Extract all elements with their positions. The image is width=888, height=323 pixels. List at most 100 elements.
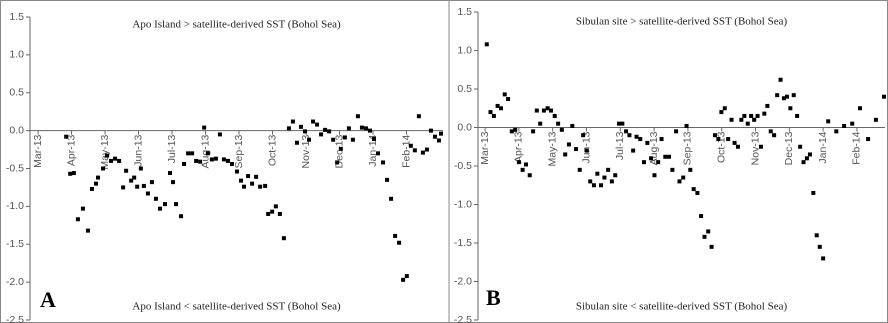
point <box>570 123 575 128</box>
y-tick-label: 1.5 <box>9 11 24 23</box>
y-tick-label: -1.5 <box>6 238 24 250</box>
point <box>588 179 593 184</box>
point <box>484 42 489 47</box>
point <box>250 181 255 186</box>
point <box>663 154 668 159</box>
point <box>109 158 114 163</box>
point <box>699 214 704 219</box>
point <box>80 206 85 211</box>
point <box>624 129 629 134</box>
point <box>202 125 207 130</box>
point <box>263 183 268 188</box>
point <box>266 211 271 216</box>
point <box>315 122 320 127</box>
point <box>71 171 76 176</box>
x-tick-label: Oct-13 <box>266 134 278 166</box>
point <box>534 108 539 113</box>
point <box>93 181 98 186</box>
panel-label: A <box>40 287 56 312</box>
point <box>681 175 686 180</box>
point <box>775 93 780 98</box>
point <box>638 137 643 142</box>
point <box>401 277 406 282</box>
point <box>281 236 286 241</box>
point <box>302 129 307 134</box>
point <box>613 173 618 178</box>
point <box>113 156 118 161</box>
point <box>577 167 582 172</box>
point <box>385 177 390 182</box>
point <box>363 126 368 131</box>
point <box>712 133 717 138</box>
x-tick-label: Aug-13 <box>199 134 211 168</box>
point <box>502 92 507 97</box>
point <box>393 233 398 238</box>
point <box>842 123 847 128</box>
point <box>294 140 299 145</box>
point <box>801 160 806 165</box>
point <box>881 94 886 99</box>
point <box>498 106 503 111</box>
point <box>758 144 763 149</box>
point <box>631 148 636 153</box>
point <box>804 156 809 161</box>
point <box>277 211 282 216</box>
y-tick-label: -2.0 <box>6 276 24 288</box>
point <box>101 166 106 171</box>
point <box>149 180 154 185</box>
point <box>595 171 600 176</box>
point <box>319 132 324 137</box>
x-tick-label: Feb-14 <box>851 131 863 164</box>
point <box>563 152 568 157</box>
annotation-bottom: Sibulan site < satellite-derived SST (Bo… <box>576 301 788 313</box>
point <box>574 147 579 152</box>
y-tick-label: -0.5 <box>6 162 24 174</box>
point <box>367 128 372 133</box>
point <box>772 133 777 138</box>
point <box>726 137 731 142</box>
point <box>762 111 767 116</box>
point <box>381 160 386 165</box>
point <box>350 137 355 142</box>
point <box>124 168 129 173</box>
y-tick-label: -0.5 <box>454 160 472 172</box>
point <box>706 229 711 234</box>
point <box>752 117 757 122</box>
point <box>495 103 500 108</box>
point <box>229 161 234 166</box>
point <box>538 121 543 126</box>
y-tick-label: -1.0 <box>454 198 472 210</box>
y-tick-label: 0.5 <box>9 87 24 99</box>
point <box>541 108 546 113</box>
point <box>784 94 789 99</box>
y-tick-label: -1.0 <box>6 200 24 212</box>
point <box>213 156 218 161</box>
point <box>691 187 696 192</box>
annotation-top: Sibulan site > satellite-derived SST (Bo… <box>576 16 788 28</box>
y-tick-label: -2.5 <box>454 314 472 323</box>
point <box>424 147 429 152</box>
point <box>346 126 351 131</box>
point <box>866 137 871 142</box>
point <box>684 123 689 128</box>
point <box>765 103 770 108</box>
point <box>520 167 525 172</box>
point <box>722 106 727 111</box>
point <box>591 183 596 188</box>
point <box>75 217 80 222</box>
point <box>627 133 632 138</box>
point <box>677 179 682 184</box>
y-tick-label: -1.5 <box>454 237 472 249</box>
point <box>85 228 90 233</box>
point <box>286 126 291 131</box>
point <box>821 256 826 261</box>
point <box>602 175 607 180</box>
point <box>798 144 803 149</box>
point <box>506 97 511 102</box>
point <box>129 178 134 183</box>
point <box>298 124 303 129</box>
point <box>659 137 664 142</box>
point <box>225 158 230 163</box>
x-tick-label: Jan-14 <box>817 131 829 163</box>
point <box>491 113 496 118</box>
